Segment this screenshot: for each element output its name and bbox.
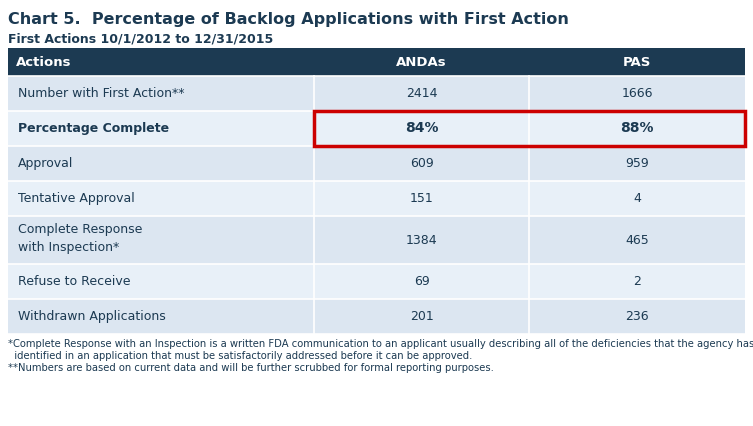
Text: Complete Response
with Inspection*: Complete Response with Inspection* xyxy=(18,222,142,253)
Text: Percentage Complete: Percentage Complete xyxy=(18,122,169,135)
Bar xyxy=(8,146,745,181)
Bar xyxy=(8,48,314,76)
Text: Chart 5.  Percentage of Backlog Applications with First Action: Chart 5. Percentage of Backlog Applicati… xyxy=(8,12,569,27)
Bar xyxy=(8,216,745,264)
Text: 959: 959 xyxy=(625,157,649,170)
Text: Withdrawn Applications: Withdrawn Applications xyxy=(18,310,166,323)
Text: 465: 465 xyxy=(625,233,649,247)
Text: 2: 2 xyxy=(633,275,641,288)
Bar xyxy=(8,264,745,299)
Text: identified in an application that must be satisfactorily addressed before it can: identified in an application that must b… xyxy=(8,351,472,361)
Text: Approval: Approval xyxy=(18,157,73,170)
Text: First Actions 10/1/2012 to 12/31/2015: First Actions 10/1/2012 to 12/31/2015 xyxy=(8,32,273,45)
Text: 609: 609 xyxy=(410,157,434,170)
Bar xyxy=(8,111,745,146)
Text: 84%: 84% xyxy=(405,121,438,135)
Text: 88%: 88% xyxy=(620,121,654,135)
Text: 69: 69 xyxy=(413,275,429,288)
Text: 1666: 1666 xyxy=(621,87,653,100)
Text: Actions: Actions xyxy=(16,55,72,69)
Text: 1384: 1384 xyxy=(406,233,437,247)
Text: 2414: 2414 xyxy=(406,87,437,100)
Bar xyxy=(8,181,745,216)
Text: 201: 201 xyxy=(410,310,434,323)
Text: PAS: PAS xyxy=(623,55,651,69)
Text: Refuse to Receive: Refuse to Receive xyxy=(18,275,130,288)
Bar xyxy=(314,48,529,76)
Text: Tentative Approval: Tentative Approval xyxy=(18,192,135,205)
Bar xyxy=(314,111,745,146)
Bar xyxy=(529,48,745,76)
Bar xyxy=(8,76,745,111)
Text: 4: 4 xyxy=(633,192,641,205)
Text: *Complete Response with an Inspection is a written FDA communication to an appli: *Complete Response with an Inspection is… xyxy=(8,339,753,349)
Bar xyxy=(8,299,745,334)
Text: 236: 236 xyxy=(626,310,649,323)
Text: **Numbers are based on current data and will be further scrubbed for formal repo: **Numbers are based on current data and … xyxy=(8,363,494,373)
Text: Number with First Action**: Number with First Action** xyxy=(18,87,184,100)
Text: ANDAs: ANDAs xyxy=(396,55,447,69)
Text: 151: 151 xyxy=(410,192,434,205)
